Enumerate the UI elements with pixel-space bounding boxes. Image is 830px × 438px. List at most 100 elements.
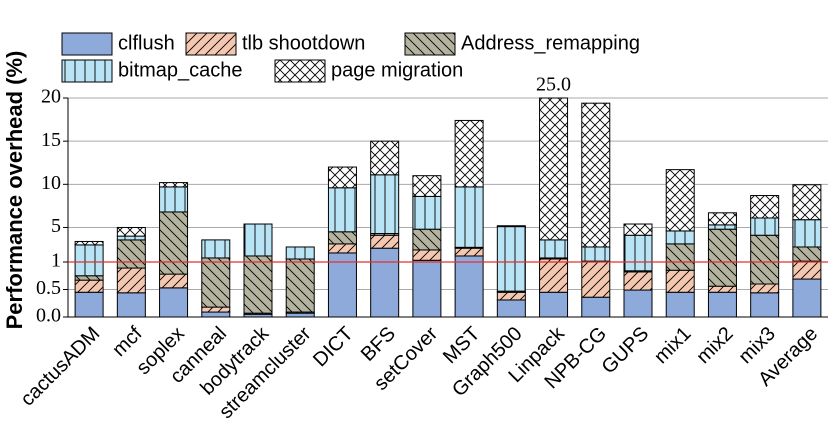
bar-segment bbox=[74, 240, 104, 246]
bar-segment bbox=[750, 195, 780, 219]
bar-segment bbox=[285, 246, 315, 260]
legend-label: clflush bbox=[118, 32, 175, 54]
bar-segment bbox=[581, 296, 611, 318]
bar-segment bbox=[665, 169, 695, 232]
y-tick-label: 15 bbox=[41, 129, 61, 151]
legend-label: page migration bbox=[331, 59, 463, 81]
bar-segment bbox=[201, 257, 231, 308]
bar-segment bbox=[707, 224, 737, 230]
bar-segment bbox=[412, 175, 442, 197]
bar-segment bbox=[370, 174, 400, 235]
bar-segment bbox=[116, 226, 146, 237]
bar-segment bbox=[750, 217, 780, 236]
bar-segment bbox=[539, 97, 569, 241]
y-tick-label: 0.0 bbox=[36, 305, 61, 327]
bar-segment bbox=[454, 247, 484, 257]
bar-segment bbox=[159, 273, 189, 289]
bar-segment bbox=[792, 278, 822, 318]
bar-segment bbox=[750, 234, 780, 285]
bar-segment bbox=[750, 283, 780, 294]
bar-segment bbox=[243, 223, 273, 257]
bar-segment bbox=[116, 235, 146, 241]
x-tick-label: mix2 bbox=[692, 323, 737, 368]
bar-segment bbox=[201, 306, 231, 313]
y-tick-label: 0.5 bbox=[36, 277, 61, 299]
bar-segment bbox=[116, 267, 146, 294]
bar-segment bbox=[454, 255, 484, 318]
bar-segment bbox=[159, 287, 189, 318]
bar-segment bbox=[285, 258, 315, 313]
bar-segment bbox=[201, 311, 231, 318]
bar-segment bbox=[665, 291, 695, 318]
x-tick-label: DICT bbox=[309, 323, 358, 372]
bar-segment bbox=[412, 249, 442, 261]
bar-segment bbox=[74, 291, 104, 318]
bar-segment bbox=[243, 255, 273, 314]
bar-segment bbox=[327, 231, 357, 245]
bar-segment bbox=[327, 243, 357, 254]
y-tick-label: 20 bbox=[41, 86, 61, 108]
bar-segment bbox=[370, 234, 400, 249]
bar-segment bbox=[159, 186, 189, 213]
y-tick-label: 5 bbox=[51, 215, 61, 237]
bar-segment bbox=[623, 223, 653, 236]
x-tick-label: mix1 bbox=[650, 323, 695, 368]
bar-segment bbox=[665, 243, 695, 271]
legend-swatch bbox=[61, 59, 113, 83]
bar-segment bbox=[201, 239, 231, 259]
legend-label: tlb shootdown bbox=[242, 32, 365, 54]
bar-segment bbox=[74, 279, 104, 293]
y-tick-label: 1 bbox=[51, 250, 61, 272]
bar-segment bbox=[539, 239, 569, 259]
legend-label: bitmap_cache bbox=[118, 59, 243, 81]
bar-segment bbox=[539, 291, 569, 318]
bar-segment bbox=[539, 258, 569, 293]
bar-segment bbox=[454, 186, 484, 248]
bar-segment bbox=[623, 234, 653, 272]
x-tick-label: GUPS bbox=[598, 323, 654, 379]
annotation: 25.0 bbox=[536, 74, 571, 96]
bar-segment bbox=[623, 289, 653, 318]
bar-segment bbox=[581, 102, 611, 248]
bar-segment bbox=[623, 271, 653, 291]
bar-segment bbox=[74, 275, 104, 281]
bar-segment bbox=[116, 292, 146, 318]
x-tick-label: cactusADM bbox=[17, 323, 105, 411]
bar-segment bbox=[792, 219, 822, 248]
legend-swatch bbox=[185, 32, 237, 56]
bar-segment bbox=[159, 182, 189, 188]
bar-segment bbox=[159, 211, 189, 275]
bar-segment bbox=[496, 225, 526, 228]
bar-segment bbox=[792, 246, 822, 262]
bar-segment bbox=[327, 166, 357, 189]
bar-segment bbox=[74, 244, 104, 277]
bar-segment bbox=[707, 212, 737, 226]
bar-segment bbox=[496, 226, 526, 292]
bar-segment bbox=[327, 187, 357, 233]
bar-segment bbox=[707, 291, 737, 318]
bar-segment bbox=[665, 230, 695, 245]
bar-segment bbox=[665, 269, 695, 293]
bar-segment bbox=[707, 285, 737, 293]
bar-segment bbox=[581, 246, 611, 262]
bar-segment bbox=[370, 140, 400, 176]
bar-segment bbox=[412, 228, 442, 251]
y-axis-label: Performance overhead (%) bbox=[2, 51, 27, 330]
bar-segment bbox=[581, 261, 611, 298]
bar-segment bbox=[792, 184, 822, 221]
bar-segment bbox=[285, 312, 315, 318]
bar-segment bbox=[496, 299, 526, 318]
bar-segment bbox=[454, 119, 484, 188]
legend-swatch bbox=[274, 59, 326, 83]
bar-segment bbox=[412, 195, 442, 230]
legend-swatch bbox=[404, 32, 456, 56]
y-tick-label: 10 bbox=[41, 172, 61, 194]
bar-segment bbox=[370, 247, 400, 318]
bar-segment bbox=[707, 228, 737, 287]
legend-label: Address_remapping bbox=[461, 32, 640, 54]
bar-segment bbox=[792, 260, 822, 280]
legend-swatch bbox=[61, 32, 113, 56]
bar-segment bbox=[750, 292, 780, 318]
bar-segment bbox=[412, 259, 442, 318]
